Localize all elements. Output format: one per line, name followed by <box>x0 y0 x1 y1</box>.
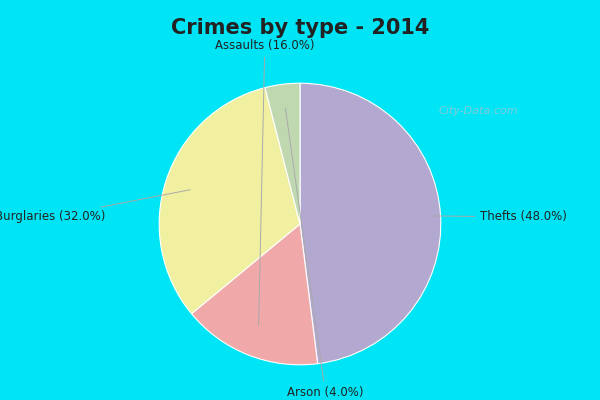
Wedge shape <box>159 88 300 314</box>
Text: Crimes by type - 2014: Crimes by type - 2014 <box>171 18 429 38</box>
Text: City-Data.com: City-Data.com <box>439 106 518 116</box>
Text: Thefts (48.0%): Thefts (48.0%) <box>432 210 567 224</box>
Wedge shape <box>265 83 300 224</box>
Text: Assaults (16.0%): Assaults (16.0%) <box>215 39 314 326</box>
Text: Burglaries (32.0%): Burglaries (32.0%) <box>0 190 190 224</box>
Wedge shape <box>191 224 317 365</box>
Text: Arson (4.0%): Arson (4.0%) <box>286 108 364 400</box>
Wedge shape <box>300 83 441 364</box>
